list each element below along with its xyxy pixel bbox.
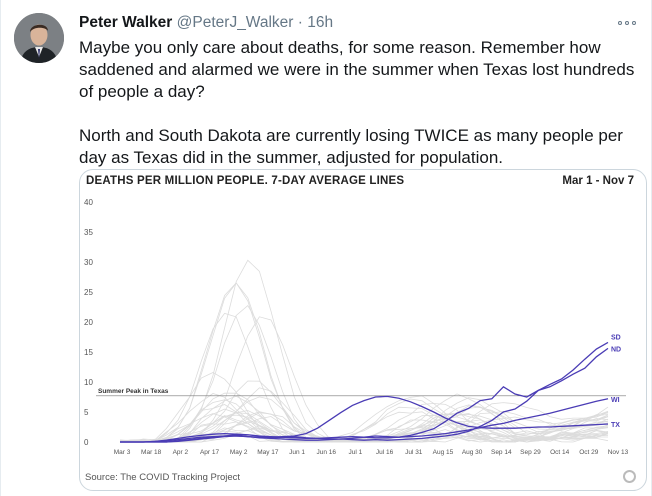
more-horizontal-icon [618,21,622,25]
x-tick-label: Aug 15 [433,449,454,456]
x-tick-label: Jun 16 [316,449,336,456]
chart-image[interactable]: DEATHS PER MILLION PEOPLE. 7-DAY AVERAGE… [79,169,647,491]
tweet-paragraph: North and South Dakota are currently los… [79,126,623,167]
more-options-button[interactable] [615,14,639,32]
y-tick-label: 30 [84,258,93,267]
series-label-sd: SD [611,334,621,341]
series-label-nd: ND [611,346,621,353]
x-tick-label: Apr 2 [173,449,189,456]
background-state-line [119,372,609,443]
x-tick-label: Apr 17 [200,449,220,456]
covid-tracking-logo-icon [623,470,636,483]
tweet-text: Maybe you only care about deaths, for so… [79,37,645,169]
x-tick-label: Oct 29 [579,449,599,456]
background-state-line [119,282,609,443]
chart-source: Source: The COVID Tracking Project [85,472,241,483]
x-tick-label: Jul 31 [405,449,423,456]
series-line-wi [120,398,609,443]
series-label-tx: TX [611,422,620,429]
background-state-line [120,282,609,443]
more-horizontal-icon [625,21,629,25]
x-tick-label: May 17 [257,449,279,456]
tweet-header: Peter Walker @PeterJ_Walker · 16h [79,14,333,32]
y-tick-label: 0 [84,438,89,447]
y-tick-label: 20 [84,318,93,327]
line-chart: 0 5 10 15 20 25 30 35 40 Mar 3 Mar 18 Apr 2 Apr 17 Ma… [84,198,629,456]
author-handle[interactable]: @PeterJ_Walker [176,14,294,31]
summer-peak-label: Summer Peak in Texas [98,388,169,395]
tweet-time[interactable]: 16h [307,14,334,31]
author-name[interactable]: Peter Walker [79,14,173,31]
x-tick-label: Jul 1 [349,449,363,456]
tweet-paragraph: Maybe you only care about deaths, for so… [79,38,635,101]
avatar[interactable] [14,13,64,63]
series-label-wi: WI [611,397,620,404]
background-state-line [119,259,609,443]
series-line-tx [120,395,609,443]
x-tick-label: Mar 3 [114,449,131,456]
y-tick-label: 15 [84,348,93,357]
x-tick-label: Oct 14 [550,449,570,456]
chart-date-range: Mar 1 - Nov 7 [562,175,634,187]
y-tick-label: 25 [84,288,93,297]
x-tick-label: Nov 13 [608,449,629,456]
more-horizontal-icon [632,21,636,25]
y-tick-label: 5 [84,408,89,417]
x-tick-label: Mar 18 [141,449,162,456]
y-tick-label: 10 [84,378,93,387]
x-tick-label: Aug 30 [462,449,483,456]
y-tick-label: 40 [84,198,93,207]
background-state-line [119,404,609,443]
x-tick-label: Jul 16 [376,449,394,456]
profile-photo-icon [14,13,64,63]
x-tick-label: Sep 14 [491,449,512,456]
x-tick-label: May 2 [230,449,248,456]
x-tick-label: Jun 1 [289,449,305,456]
y-tick-label: 35 [84,228,93,237]
x-tick-label: Sep 29 [520,449,541,456]
header-separator: · [297,14,303,31]
chart-title: DEATHS PER MILLION PEOPLE. 7-DAY AVERAGE… [86,175,405,187]
